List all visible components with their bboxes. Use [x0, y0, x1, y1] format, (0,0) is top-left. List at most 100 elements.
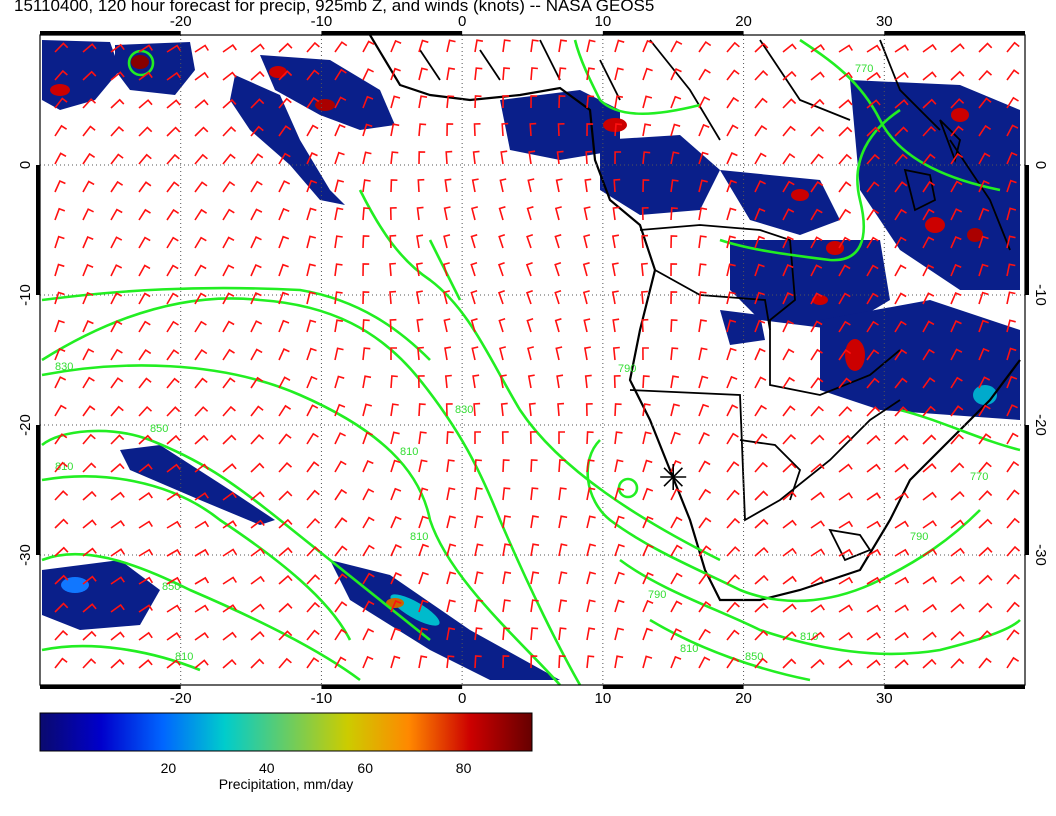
wind-barb [445, 403, 453, 417]
wind-barb [922, 208, 935, 221]
wind-barb [1006, 375, 1018, 389]
wind-barb [110, 320, 123, 333]
lon-tick-label-top: -20 [170, 13, 192, 30]
wind-barb [698, 291, 707, 305]
contour-label: 790 [648, 589, 666, 601]
wind-barb [614, 403, 622, 417]
wind-barb [278, 97, 292, 109]
wind-barb [278, 235, 290, 249]
precip-cell [500, 90, 627, 160]
wind-barb [754, 70, 769, 81]
wind-barb [866, 126, 881, 137]
wind-barb [698, 263, 707, 277]
wind-barb [978, 461, 992, 473]
wind-barb [306, 69, 320, 81]
wind-barb [250, 98, 265, 109]
wind-barb [473, 402, 481, 417]
wind-barb [222, 320, 235, 333]
wind-barb [110, 603, 125, 613]
wind-barb [978, 263, 989, 277]
wind-barb [866, 71, 881, 81]
wind-barb [782, 208, 795, 221]
wind-barb [642, 123, 652, 137]
wind-barb [866, 264, 879, 277]
wind-barb [362, 179, 371, 193]
wind-barb [501, 431, 509, 445]
wind-barb [498, 206, 506, 221]
wind-barb [362, 431, 373, 445]
wind-barb [418, 459, 428, 473]
wind-barb [82, 70, 97, 81]
wind-barb [922, 434, 937, 445]
wind-barb [250, 348, 263, 361]
wind-barb [698, 656, 711, 669]
wind-barb [390, 544, 402, 557]
wind-barb [166, 463, 181, 473]
precip-cell [230, 75, 345, 205]
wind-barb [950, 603, 965, 613]
wind-barb [82, 291, 94, 305]
wind-barb [250, 292, 262, 305]
precip-cell [120, 445, 275, 525]
frame-bar-top [321, 31, 463, 35]
wind-barb [528, 150, 536, 165]
wind-barb [250, 376, 264, 389]
wind-barb [54, 152, 67, 165]
wind-barb [642, 179, 650, 193]
wind-barb [922, 98, 937, 109]
wind-barb [614, 515, 625, 529]
wind-barb [530, 571, 540, 585]
wind-barb [894, 659, 909, 669]
wind-barb [222, 631, 237, 641]
wind-barb [82, 320, 94, 333]
wind-barb [782, 603, 797, 613]
wind-barb [838, 236, 851, 249]
wind-barb [838, 44, 853, 53]
wind-barb [250, 603, 265, 613]
contour-line [41, 429, 431, 642]
wind-barb [950, 208, 963, 221]
wind-barb [1006, 460, 1020, 473]
wind-barb [390, 599, 402, 613]
wind-barb [54, 657, 68, 669]
wind-barb [278, 490, 293, 501]
wind-barb [950, 575, 965, 585]
wind-barb [894, 236, 907, 249]
wind-barb [110, 180, 124, 193]
wind-barb [54, 546, 69, 557]
wind-barb [502, 487, 511, 501]
wind-barb [166, 377, 180, 389]
wind-barb [474, 599, 484, 613]
wind-barb [334, 291, 343, 305]
wind-barb [978, 180, 990, 193]
wind-barb [810, 153, 824, 165]
wind-barb [82, 235, 94, 249]
wind-barb [838, 434, 853, 445]
wind-barb [54, 179, 66, 193]
contour-label: 810 [175, 651, 193, 663]
wind-barb [306, 546, 321, 557]
wind-barb [166, 99, 181, 109]
colorbar-tick-label: 20 [161, 760, 177, 776]
wind-barb [250, 491, 265, 501]
wind-barb [250, 433, 265, 445]
wind-barb [418, 151, 426, 165]
wind-barb [558, 627, 567, 641]
wind-barb [1006, 96, 1019, 109]
wind-barb [278, 263, 289, 277]
contour-label: 790 [618, 363, 636, 375]
contour-label: 770 [855, 63, 873, 75]
precip-cell [42, 560, 160, 630]
wind-barb [950, 180, 963, 193]
wind-barb [754, 657, 768, 669]
lat-tick-label-left: 0 [17, 161, 34, 169]
wind-barb [166, 126, 181, 137]
wind-barb [138, 44, 153, 53]
wind-barb [82, 180, 95, 193]
wind-barb [838, 492, 853, 501]
wind-barb [922, 405, 936, 417]
wind-barb [474, 431, 481, 444]
wind-barb [278, 180, 291, 193]
wind-barb [866, 492, 881, 501]
